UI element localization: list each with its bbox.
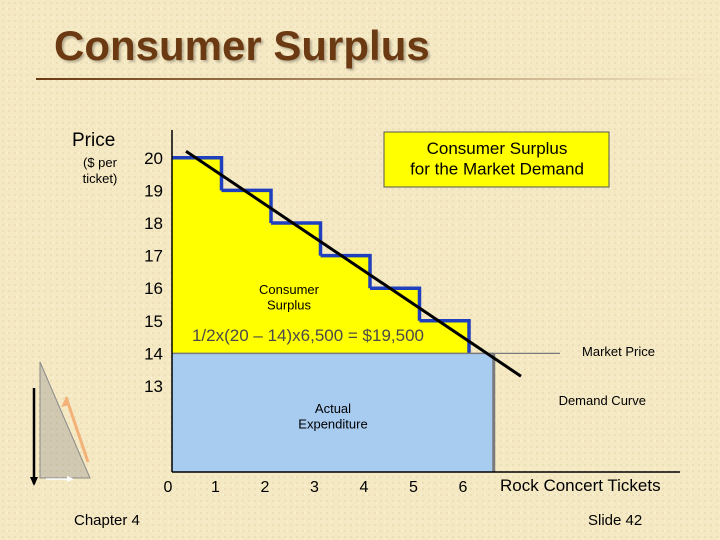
- decorative-down-arrowhead: [30, 477, 38, 486]
- x-tick-label: 5: [409, 479, 418, 496]
- decorative-arrowhead: [61, 397, 70, 407]
- decorative-orange-arrow: [64, 396, 90, 463]
- annotation-box: [383, 131, 610, 188]
- x-axis-label: Rock Concert Tickets: [500, 476, 661, 495]
- annotation-box-text: Consumer Surplus for the Market Demand: [410, 139, 584, 178]
- slide-title: Consumer Surplus: [54, 22, 430, 69]
- market-price-label: Market Price: [582, 344, 655, 359]
- demand-step-3: [271, 221, 323, 256]
- y-tick-label: 18: [144, 214, 163, 233]
- x-tick-label: 1: [211, 479, 220, 496]
- x-tick-label: 6: [459, 479, 468, 496]
- formula-label: 1/2x(20 – 14)x6,500 = $19,500: [192, 326, 424, 345]
- y-tick-label: 13: [144, 377, 163, 396]
- y-tick-label: 16: [144, 279, 163, 298]
- consumer-surplus-label: Consumer Surplus: [259, 282, 320, 313]
- x-tick-label: 2: [261, 479, 270, 496]
- demand-curve-label: Demand Curve: [559, 393, 646, 408]
- title-divider: [36, 78, 716, 80]
- demand-step-1: [172, 156, 224, 191]
- decorative-white-arrowhead: [67, 476, 74, 482]
- x-tick-label: 0: [164, 479, 173, 496]
- y-tick-label: 20: [144, 149, 163, 168]
- demand-step-4: [320, 253, 372, 289]
- x-tick-label: 4: [360, 479, 369, 496]
- footer-slide-number: Slide 42: [588, 512, 643, 529]
- y-axis-sublabel: ($ per ticket): [82, 155, 118, 186]
- y-tick-label: 17: [144, 247, 163, 266]
- x-tick-label: 3: [310, 479, 319, 496]
- demand-step-2: [221, 188, 273, 223]
- y-tick-label: 19: [144, 181, 163, 200]
- footer-chapter: Chapter 4: [74, 512, 140, 529]
- demand-step-5: [370, 286, 422, 321]
- y-tick-label: 15: [144, 312, 163, 331]
- y-tick-label: 14: [144, 344, 163, 363]
- decorative-triangle: [39, 361, 91, 479]
- actual-expenditure-label: Actual Expenditure: [298, 401, 367, 432]
- expenditure-area: [172, 353, 494, 472]
- demand-curve-line: [185, 150, 522, 378]
- y-axis-label: Price: [72, 130, 116, 151]
